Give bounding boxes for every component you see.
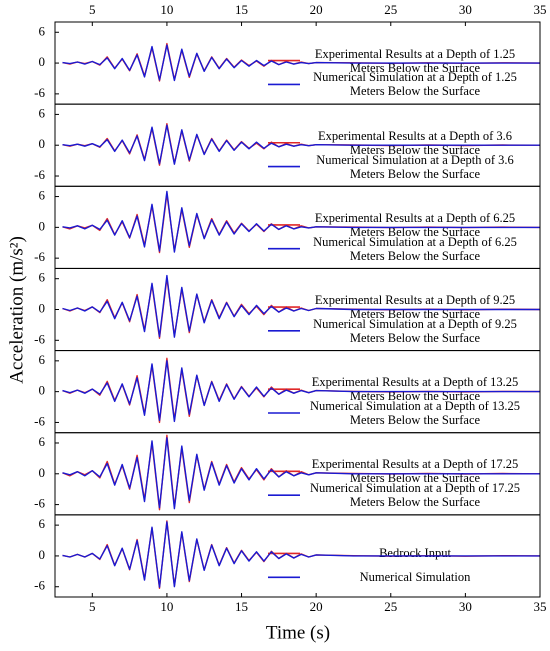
x-axis-label: Time (s) <box>266 622 330 643</box>
legend-label: Experimental Results at a Depth of 13.25… <box>311 375 519 404</box>
legend-label: Experimental Results at a Depth of 17.25… <box>311 457 519 486</box>
legend-entry: Numerical Simulation at a Depth of 9.25 … <box>313 316 517 345</box>
y-tick-label: -6 <box>34 249 45 264</box>
y-tick-label: 6 <box>39 434 46 449</box>
x-tick-label-top: 10 <box>160 2 173 17</box>
series-line <box>62 360 540 423</box>
panel-frame <box>54 514 541 598</box>
legend-entry: Experimental Results at a Depth of 13.25… <box>311 375 519 404</box>
y-tick-label: -6 <box>34 331 45 346</box>
x-tick-label: 35 <box>534 599 547 614</box>
legend-label: Numerical Simulation at a Depth of 17.25… <box>309 481 521 510</box>
series-line <box>62 44 540 82</box>
legend-label: Numerical Simulation <box>359 570 471 585</box>
y-tick-label: 6 <box>39 23 46 38</box>
legend-label: Numerical Simulation at a Depth of 9.25 … <box>313 316 517 345</box>
legend-label: Numerical Simulation at a Depth of 1.25 … <box>313 70 517 99</box>
y-tick-label: 6 <box>39 188 46 203</box>
x-tick-label: 20 <box>310 599 323 614</box>
legend-label: Experimental Results at a Depth of 3.6 M… <box>317 128 513 157</box>
legend-entry: Numerical Simulation at a Depth of 1.25 … <box>313 70 517 99</box>
legend-label: Experimental Results at a Depth of 9.25 … <box>314 293 516 322</box>
legend-label: Bedrock Input <box>379 546 451 561</box>
legend-label: Numerical Simulation at a Depth of 13.25… <box>309 399 521 427</box>
legend-entry: Numerical Simulation at a Depth of 3.6 M… <box>316 152 514 181</box>
x-tick-label-top: 25 <box>384 2 397 17</box>
y-tick-label: 0 <box>39 300 46 315</box>
y-tick-label: 0 <box>39 218 46 233</box>
legend-label: Experimental Results at a Depth of 6.25 … <box>314 210 516 239</box>
y-tick-label: -6 <box>34 578 45 593</box>
y-tick-label: -6 <box>34 413 45 428</box>
legend-entry: Numerical Simulation at a Depth of 13.25… <box>309 399 521 427</box>
series-line <box>62 190 540 253</box>
legend-entry: Experimental Results at a Depth of 3.6 M… <box>317 128 513 157</box>
x-tick-label-top: 30 <box>459 2 472 17</box>
legend-label: Numerical Simulation at a Depth of 3.6 M… <box>316 152 514 181</box>
y-tick-label: 6 <box>39 516 46 531</box>
y-axis-label: Acceleration (m/s²) <box>6 236 27 384</box>
x-tick-label-top: 35 <box>534 2 547 17</box>
y-tick-label: 0 <box>39 136 46 151</box>
y-tick-label: 0 <box>39 547 46 562</box>
y-tick-label: -6 <box>34 496 45 511</box>
series-line <box>62 274 540 338</box>
series-line <box>62 124 540 165</box>
legend-entry: Experimental Results at a Depth of 6.25 … <box>314 210 516 239</box>
x-tick-label-top: 5 <box>89 2 96 17</box>
x-tick-label: 15 <box>235 599 248 614</box>
x-tick-label: 25 <box>384 599 397 614</box>
x-tick-label: 30 <box>459 599 472 614</box>
y-tick-label: 6 <box>39 105 46 120</box>
legend-entry: Experimental Results at a Depth of 9.25 … <box>314 293 516 322</box>
legend-entry: Bedrock Input <box>379 546 451 561</box>
y-tick-label: -6 <box>34 85 45 100</box>
x-tick-label-top: 20 <box>310 2 323 17</box>
y-tick-label: 0 <box>39 465 46 480</box>
legend-entry: Numerical Simulation <box>359 570 471 585</box>
y-tick-label: 0 <box>39 383 46 398</box>
y-tick-label: -6 <box>34 167 45 182</box>
legend-label: Experimental Results at a Depth of 1.25 … <box>314 46 516 75</box>
legend-entry: Numerical Simulation at a Depth of 17.25… <box>309 481 521 510</box>
x-tick-label: 10 <box>160 599 173 614</box>
y-tick-label: 6 <box>39 270 46 285</box>
y-tick-label: 6 <box>39 352 46 367</box>
series-line <box>62 521 540 588</box>
y-tick-label: 0 <box>39 54 46 69</box>
x-tick-label-top: 15 <box>235 2 248 17</box>
series-line <box>62 437 540 510</box>
x-tick-label: 5 <box>89 599 96 614</box>
legend-entry: Experimental Results at a Depth of 1.25 … <box>314 46 516 75</box>
legend-label: Numerical Simulation at a Depth of 6.25 … <box>313 234 517 263</box>
legend-entry: Experimental Results at a Depth of 17.25… <box>311 457 519 486</box>
legend-entry: Numerical Simulation at a Depth of 6.25 … <box>313 234 517 263</box>
